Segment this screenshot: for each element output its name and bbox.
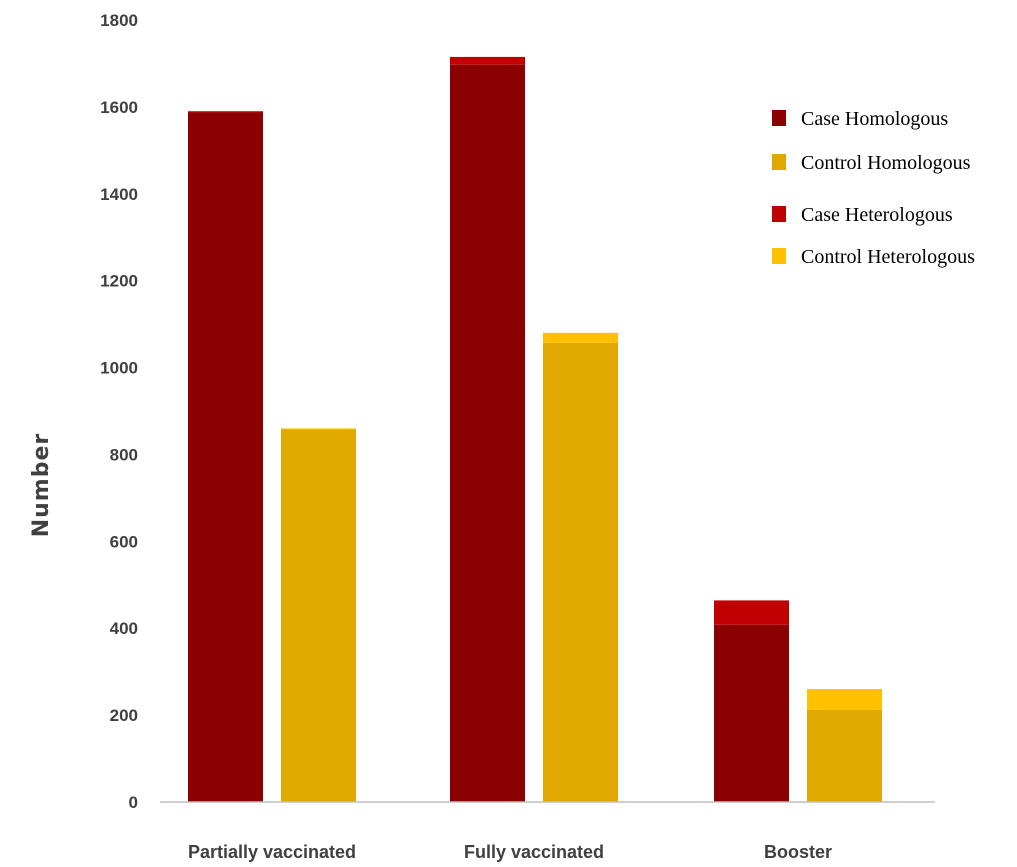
y-axis-ticks: 0 200 400 600 800 1000 1200 1400 1600 1800 — [100, 11, 138, 812]
y-tick-label: 1800 — [100, 11, 138, 30]
legend-swatch — [772, 110, 786, 126]
y-tick-label: 200 — [110, 706, 138, 725]
y-tick-label: 0 — [129, 793, 138, 812]
bar-control-homologous — [281, 429, 356, 802]
bar-control-heterologous — [543, 332, 618, 343]
y-tick-label: 1400 — [100, 185, 138, 204]
bar-control-homologous — [807, 709, 882, 802]
y-tick-label: 1200 — [100, 272, 138, 291]
bar-case-homologous — [450, 64, 525, 802]
legend-swatch — [772, 206, 786, 222]
category-label: Partially vaccinated — [188, 842, 356, 862]
bar-control-homologous — [543, 342, 618, 802]
bar-case-homologous — [188, 112, 263, 802]
y-axis-label: Number — [29, 433, 54, 538]
bars — [188, 56, 882, 802]
legend-label: Control Homologous — [801, 152, 971, 174]
legend-label: Case Heterologous — [801, 204, 953, 226]
legend-label: Control Heterologous — [801, 246, 975, 268]
bar-case-heterologous — [188, 111, 263, 113]
legend: Case Homologous Control Homologous Case He… — [772, 108, 975, 268]
y-tick-label: 1600 — [100, 98, 138, 117]
bar-case-homologous — [714, 624, 789, 802]
category-labels: Partially vaccinated Fully vaccinated Boos… — [188, 842, 832, 862]
legend-label: Case Homologous — [801, 108, 948, 130]
y-tick-label: 800 — [110, 445, 138, 464]
y-tick-label: 400 — [110, 619, 138, 638]
legend-swatch — [772, 154, 786, 170]
bar-control-heterologous — [807, 689, 882, 710]
legend-swatch — [772, 248, 786, 264]
y-tick-label: 600 — [110, 532, 138, 551]
y-tick-label: 1000 — [100, 359, 138, 378]
category-label: Fully vaccinated — [464, 842, 604, 862]
bar-control-heterologous — [281, 428, 356, 430]
bar-case-heterologous — [714, 600, 789, 625]
bar-case-heterologous — [450, 56, 525, 65]
category-label: Booster — [764, 842, 832, 862]
